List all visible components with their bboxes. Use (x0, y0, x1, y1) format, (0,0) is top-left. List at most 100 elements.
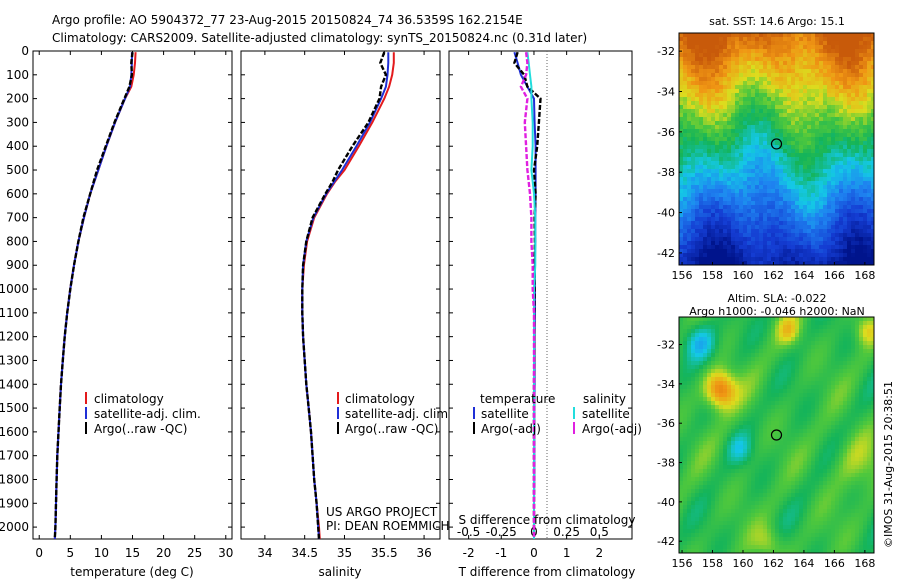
map-cell (871, 237, 874, 242)
map-cell (699, 45, 704, 50)
map-cell (823, 245, 828, 250)
map-cell (695, 373, 700, 378)
map-cell (695, 365, 700, 370)
map-cell (831, 169, 836, 174)
map-cell (807, 157, 812, 162)
map-cell (731, 141, 736, 146)
map-cell (679, 145, 684, 150)
map-cell (695, 177, 700, 182)
map-cell (683, 249, 688, 254)
map-cell (863, 365, 868, 370)
map-cell (759, 465, 764, 470)
map-cell (695, 329, 700, 334)
map-cell (819, 249, 824, 254)
map-cell (867, 193, 872, 198)
map-cell (799, 245, 804, 250)
map-cell (779, 445, 784, 450)
map-cell (719, 89, 724, 94)
map-cell (771, 49, 776, 54)
map-cell (863, 53, 868, 58)
map-cell (767, 409, 772, 414)
legend-salinity-title: salinity (583, 392, 626, 406)
map-cell (799, 197, 804, 202)
map-cell (695, 185, 700, 190)
map-cell (787, 225, 792, 230)
map-cell (703, 169, 708, 174)
map-cell (763, 197, 768, 202)
map-cell (855, 373, 860, 378)
map-cell (827, 345, 832, 350)
map-cell (775, 41, 780, 46)
map-cell (871, 433, 874, 438)
map-cell (803, 157, 808, 162)
map-cell (823, 353, 828, 358)
map-cell (823, 197, 828, 202)
map-cell (679, 405, 684, 410)
map-cell (819, 89, 824, 94)
map-cell (715, 145, 720, 150)
map-cell (831, 145, 836, 150)
map-cell (791, 181, 796, 186)
map-cell (715, 73, 720, 78)
map-cell (755, 321, 760, 326)
map-cell (851, 181, 856, 186)
map-cell (871, 213, 874, 218)
map-cell (683, 345, 688, 350)
map-cell (867, 225, 872, 230)
map-cell (819, 161, 824, 166)
lat-tick-label: -42 (657, 247, 675, 260)
map-cell (843, 465, 848, 470)
map-cell (843, 161, 848, 166)
map-cell (783, 217, 788, 222)
map-cell (687, 433, 692, 438)
map-cell (679, 229, 684, 234)
map-cell (719, 433, 724, 438)
map-cell (815, 121, 820, 126)
map-cell (807, 41, 812, 46)
map-cell (715, 189, 720, 194)
map-cell (739, 49, 744, 54)
map-cell (851, 317, 856, 322)
map-cell (711, 77, 716, 82)
map-cell (867, 245, 872, 250)
map-cell (691, 121, 696, 126)
map-cell (683, 441, 688, 446)
depth-tick-label: 1700 (0, 449, 29, 463)
map-cell (847, 169, 852, 174)
map-cell (707, 377, 712, 382)
map-cell (811, 225, 816, 230)
map-cell (835, 341, 840, 346)
map-cell (807, 257, 812, 262)
map-cell (715, 169, 720, 174)
map-cell (859, 457, 864, 462)
map-cell (719, 105, 724, 110)
map-cell (863, 201, 868, 206)
map-cell (871, 125, 874, 130)
map-cell (731, 209, 736, 214)
map-cell (767, 129, 772, 134)
map-cell (835, 445, 840, 450)
map-cell (759, 157, 764, 162)
map-cell (823, 401, 828, 406)
map-cell (827, 433, 832, 438)
map-cell (847, 89, 852, 94)
map-cell (699, 41, 704, 46)
map-cell (859, 449, 864, 454)
map-cell (823, 137, 828, 142)
map-cell (835, 85, 840, 90)
map-cell (703, 213, 708, 218)
map-cell (679, 65, 684, 70)
map-cell (759, 397, 764, 402)
map-cell (831, 105, 836, 110)
map-cell (719, 401, 724, 406)
map-cell (823, 89, 828, 94)
map-cell (771, 109, 776, 114)
map-cell (747, 393, 752, 398)
map-cell (767, 133, 772, 138)
map-cell (811, 37, 816, 42)
map-cell (683, 241, 688, 246)
map-cell (843, 33, 848, 38)
map-cell (807, 249, 812, 254)
map-cell (707, 381, 712, 386)
map-cell (711, 405, 716, 410)
